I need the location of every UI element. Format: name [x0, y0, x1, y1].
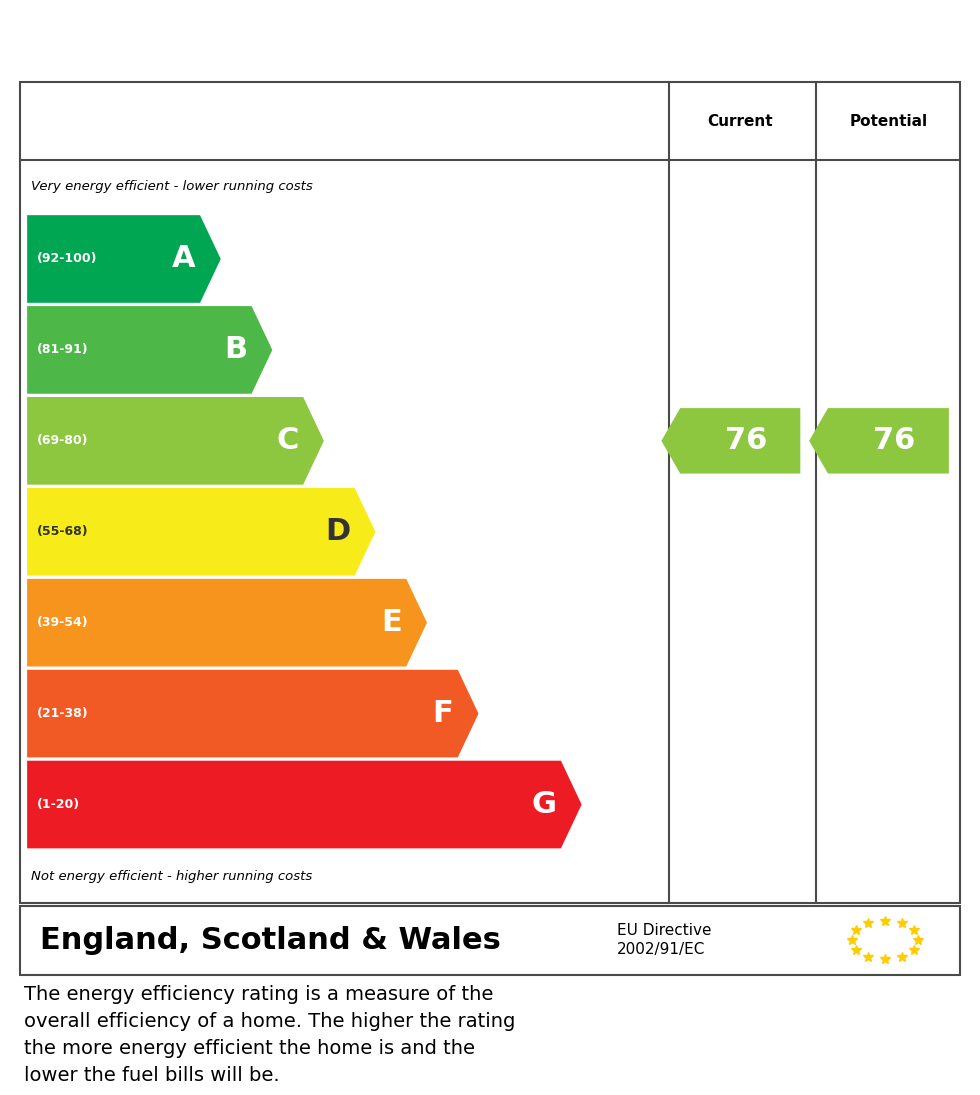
Text: Not energy efficient - higher running costs: Not energy efficient - higher running co…	[31, 871, 313, 884]
Text: 76: 76	[873, 426, 915, 456]
Text: Very energy efficient - lower running costs: Very energy efficient - lower running co…	[31, 181, 313, 194]
Text: (39-54): (39-54)	[36, 616, 88, 630]
Polygon shape	[27, 488, 375, 576]
Text: The energy efficiency rating is a measure of the: The energy efficiency rating is a measur…	[24, 986, 494, 1004]
Polygon shape	[27, 215, 220, 303]
Polygon shape	[27, 579, 427, 667]
Text: (69-80): (69-80)	[36, 435, 88, 448]
Text: 76: 76	[725, 426, 767, 456]
Text: G: G	[531, 789, 557, 819]
Polygon shape	[27, 761, 582, 849]
Text: (92-100): (92-100)	[36, 253, 97, 265]
Polygon shape	[27, 670, 478, 758]
Polygon shape	[662, 408, 801, 473]
Text: E: E	[381, 608, 402, 637]
Text: (81-91): (81-91)	[36, 344, 88, 356]
Text: C: C	[276, 426, 299, 456]
Text: England, Scotland & Wales: England, Scotland & Wales	[40, 925, 501, 955]
Text: EU Directive
2002/91/EC: EU Directive 2002/91/EC	[617, 923, 711, 957]
Polygon shape	[27, 307, 272, 394]
Text: the more energy efficient the home is and the: the more energy efficient the home is an…	[24, 1039, 475, 1058]
Text: D: D	[324, 517, 350, 546]
Text: (1-20): (1-20)	[36, 798, 79, 811]
Text: F: F	[432, 699, 453, 728]
Text: A: A	[172, 244, 195, 274]
Polygon shape	[27, 397, 323, 485]
Polygon shape	[809, 408, 949, 473]
Text: (55-68): (55-68)	[36, 526, 88, 539]
Text: overall efficiency of a home. The higher the rating: overall efficiency of a home. The higher…	[24, 1012, 515, 1031]
Text: Potential: Potential	[850, 114, 927, 128]
Text: B: B	[223, 335, 247, 365]
Text: Current: Current	[708, 114, 773, 128]
Text: (21-38): (21-38)	[36, 707, 88, 721]
Text: lower the fuel bills will be.: lower the fuel bills will be.	[24, 1067, 280, 1085]
Text: Energy Efficiency Rating: Energy Efficiency Rating	[24, 14, 599, 57]
